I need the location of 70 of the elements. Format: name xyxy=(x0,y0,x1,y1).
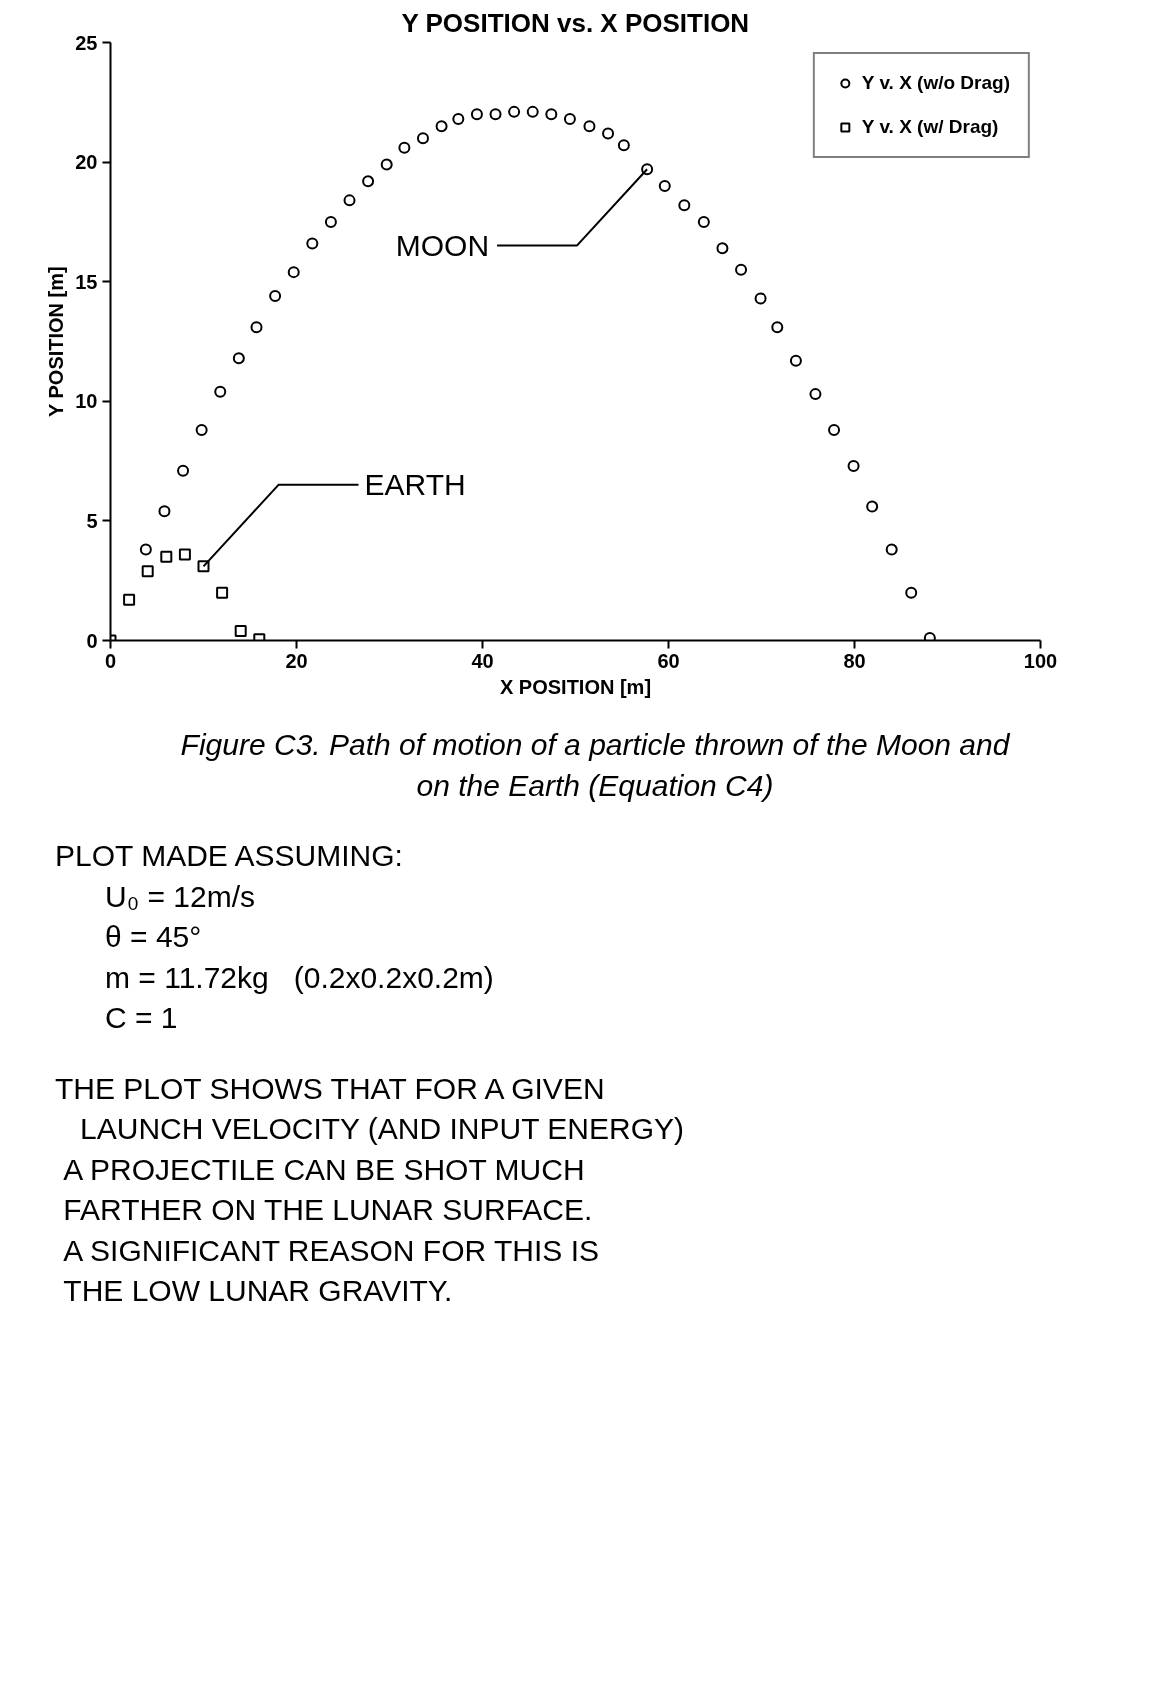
x-axis-title: X POSITION [m] xyxy=(499,675,652,698)
point xyxy=(828,424,841,436)
point xyxy=(563,113,576,126)
point xyxy=(216,586,229,599)
y-tick-label: 25 xyxy=(75,31,98,54)
point xyxy=(416,132,429,145)
text: THE PLOT SHOWS THAT FOR A GIVEN LAUNCH VELOCITY (AND INPUT ENERGY) A PROJECTILE CAN BE SHOT MUCH FARTHER ON THE LUNAR SURFACE. A SIGNIFICANT REASON FOR THIS IS THE LOW LUNAR GRAVITY. xyxy=(55,1070,685,1309)
point xyxy=(287,266,300,279)
point xyxy=(847,459,860,472)
point xyxy=(306,237,319,250)
y-tick-label: 10 xyxy=(75,390,98,413)
x-tick-label: 40 xyxy=(471,649,494,672)
point xyxy=(885,543,898,556)
point xyxy=(716,242,729,255)
y-axis-title: Y POSITION [m] xyxy=(45,266,68,418)
point xyxy=(324,215,337,228)
point xyxy=(178,548,191,561)
legend-label: Y v. X (w/o Drag) xyxy=(861,72,1010,94)
point xyxy=(602,127,615,140)
point xyxy=(789,354,802,367)
point xyxy=(678,199,691,212)
point xyxy=(160,550,173,563)
point xyxy=(866,500,879,513)
annotation: EARTH xyxy=(364,468,466,502)
point xyxy=(398,141,411,154)
x-tick-label: 0 xyxy=(104,649,117,672)
y-tick-label: 5 xyxy=(86,509,98,532)
y-tick-label: 20 xyxy=(75,151,98,174)
point xyxy=(123,593,136,606)
point xyxy=(452,113,465,126)
point xyxy=(141,565,154,578)
x-tick-label: 60 xyxy=(657,649,680,672)
point xyxy=(139,543,152,556)
point xyxy=(489,108,502,121)
point xyxy=(617,139,630,152)
point xyxy=(508,105,521,118)
point xyxy=(905,586,918,599)
point xyxy=(735,263,748,276)
point xyxy=(435,120,448,133)
point xyxy=(658,180,671,193)
point xyxy=(362,175,375,188)
point xyxy=(641,163,654,176)
point xyxy=(177,464,190,477)
point xyxy=(343,194,356,207)
annotation: MOON xyxy=(395,228,490,262)
point xyxy=(809,388,822,401)
point xyxy=(269,290,282,303)
point xyxy=(526,105,539,118)
caption: Figure C3. Path of motion of a particle thrown of the Moon and on the Earth (Equation C4) xyxy=(179,727,1011,804)
legend-label: Y v. X (w/ Drag) xyxy=(861,116,999,138)
point xyxy=(697,215,710,228)
point xyxy=(583,120,596,133)
chart-title: Y POSITION vs. X POSITION xyxy=(401,7,750,38)
x-tick-label: 20 xyxy=(285,649,308,672)
x-tick-label: 100 xyxy=(1023,649,1058,672)
point xyxy=(232,352,245,365)
point xyxy=(234,624,247,637)
point xyxy=(195,424,208,436)
point xyxy=(470,108,483,121)
y-tick-label: 0 xyxy=(86,629,98,652)
point xyxy=(754,292,767,305)
point xyxy=(250,321,263,334)
point xyxy=(158,505,171,518)
x-tick-label: 80 xyxy=(843,649,866,672)
point xyxy=(380,158,393,171)
point xyxy=(545,108,558,121)
point xyxy=(214,385,227,398)
point xyxy=(771,321,784,334)
text: PLOT MADE ASSUMING: U₀ = 12m/s θ = 45° m = 11.72kg (0.2x0.2x0.2m) C = 1 xyxy=(55,838,495,1036)
y-tick-label: 15 xyxy=(75,270,98,293)
